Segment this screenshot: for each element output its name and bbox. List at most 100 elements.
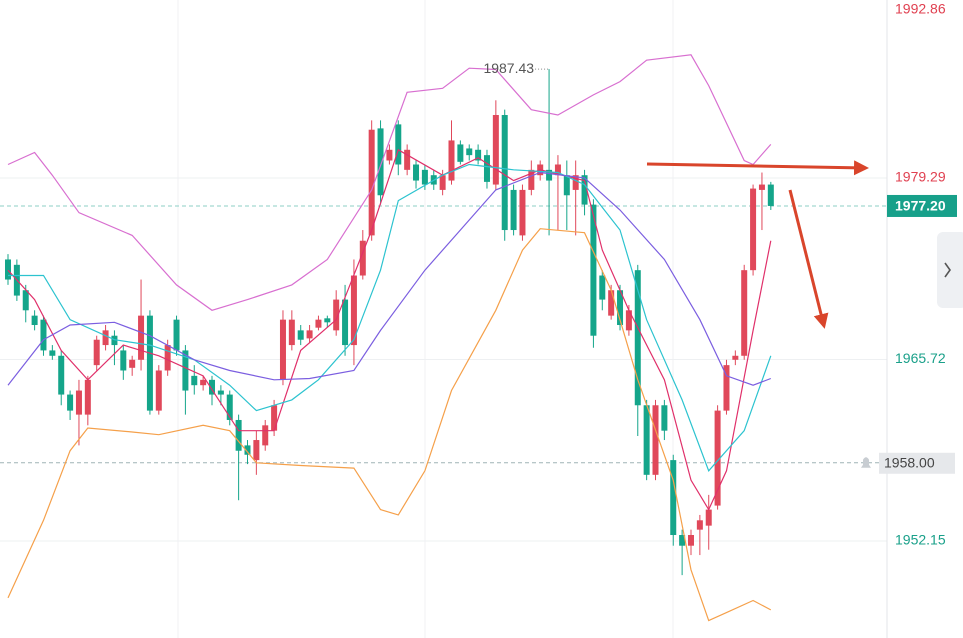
candle-body: [696, 520, 703, 530]
candle-body: [679, 535, 686, 546]
candle-body: [226, 394, 233, 420]
candle-body: [271, 405, 278, 431]
side-tab[interactable]: [937, 232, 963, 308]
candle-body: [492, 115, 499, 185]
candle-body: [262, 425, 269, 446]
candle-body: [377, 128, 384, 196]
current-price-tag: [887, 194, 957, 217]
candle-body: [413, 164, 420, 181]
y-tick-label: 1952.15: [895, 532, 946, 548]
current-price-label: 1977.20: [895, 198, 946, 214]
candle-body: [528, 169, 535, 190]
candle-body: [279, 319, 286, 380]
candle-body: [129, 359, 136, 368]
candle-body: [581, 175, 588, 205]
candle-body: [714, 410, 721, 506]
candle-body: [501, 115, 508, 231]
down-arrow: [788, 189, 829, 329]
candle-body: [758, 184, 765, 190]
candle-body: [687, 535, 694, 546]
y-tick-label: 1965.72: [895, 350, 946, 366]
candle-body: [590, 204, 597, 336]
candle-body: [120, 350, 127, 371]
candle-body: [617, 290, 624, 326]
candle-body: [350, 275, 357, 346]
candle-body: [448, 140, 455, 181]
candle-body: [253, 440, 260, 461]
candle-body: [324, 318, 331, 323]
candle-body: [217, 390, 224, 395]
candle-body: [75, 390, 82, 415]
candle-body: [315, 319, 322, 328]
price-axis: 1952.15 1965.72 1979.29 1992.86 1977.20 1958.…: [861, 1, 957, 548]
candle-body: [741, 270, 748, 356]
indicator-line: [7, 228, 772, 622]
candle-body: [155, 370, 162, 411]
candle-body: [58, 355, 65, 395]
candle-body: [138, 315, 145, 360]
candle-body: [22, 290, 29, 311]
chevron-icon: [944, 262, 951, 278]
candle-body: [395, 124, 402, 165]
candle-body: [510, 189, 517, 231]
candle-body: [404, 149, 411, 170]
candle-body: [519, 189, 526, 236]
indicator-line: [7, 171, 772, 386]
candle-body: [200, 379, 207, 386]
candle-body: [244, 445, 251, 455]
candle-body: [483, 155, 490, 182]
candle-body: [209, 379, 216, 395]
candle-body: [732, 355, 739, 360]
candle-body: [546, 169, 553, 181]
candle-body: [342, 299, 349, 346]
candle-body: [652, 405, 659, 475]
indicator-line: [7, 148, 772, 511]
candle-body: [182, 350, 189, 391]
plot: 1987.43: [0, 54, 887, 622]
candle-body: [84, 379, 91, 415]
candle-body: [475, 149, 482, 161]
candle-body: [457, 144, 464, 162]
y-tick-label: 1979.29: [895, 169, 946, 185]
annotation-arrows: [646, 160, 869, 329]
candle-body: [723, 365, 730, 411]
candle-body: [102, 330, 109, 346]
candle-body: [554, 164, 561, 176]
candle-body: [563, 175, 570, 196]
candle-body: [634, 270, 641, 406]
candle-body: [111, 335, 118, 346]
grid: [177, 0, 674, 638]
candle-body: [670, 460, 677, 536]
candle-body: [164, 345, 171, 371]
candle-body: [643, 405, 650, 475]
candle-body: [191, 375, 198, 386]
candle-body: [235, 419, 242, 451]
candle-body: [705, 509, 712, 526]
alert-price-tag: [879, 452, 955, 474]
indicator-line: [8, 163, 772, 472]
candle-body: [625, 310, 632, 331]
candle-body: [608, 290, 615, 316]
bell-icon: [861, 457, 871, 468]
candle-body: [31, 315, 38, 326]
candle-body: [439, 175, 446, 190]
candle-body: [661, 405, 668, 431]
candle-body: [333, 299, 340, 331]
max-label: 1987.43: [483, 60, 534, 76]
candle-body: [368, 129, 375, 236]
candle-body: [386, 149, 393, 161]
candle-body: [146, 315, 153, 411]
candle-body: [421, 169, 428, 185]
candle-body: [306, 330, 313, 339]
candle-body: [466, 148, 473, 156]
candle-body: [750, 188, 757, 271]
candle-body: [40, 319, 47, 351]
resistance-arrow: [646, 160, 869, 176]
candle-body: [67, 394, 74, 411]
candle-body: [599, 275, 606, 300]
candle-body: [173, 319, 180, 351]
candle-body: [572, 175, 579, 190]
y-tick-label: 1992.86: [895, 1, 946, 17]
indicator-line: [7, 54, 772, 311]
